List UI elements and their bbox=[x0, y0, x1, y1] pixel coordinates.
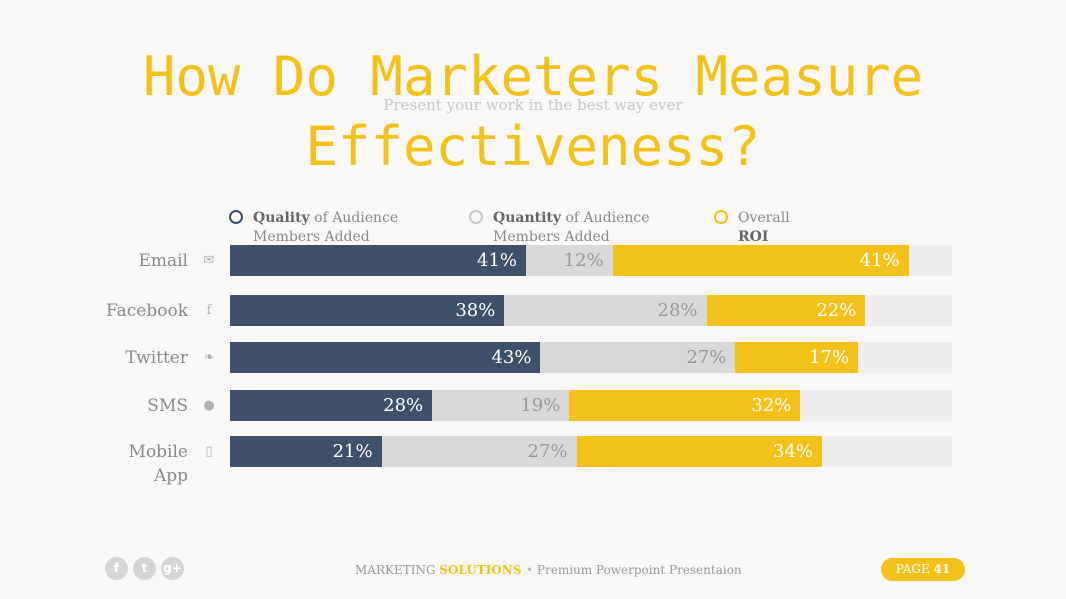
category-label: Twitter bbox=[125, 348, 188, 368]
facebook-icon: f bbox=[206, 303, 212, 318]
legend-ring-icon bbox=[714, 210, 728, 224]
bar-segment bbox=[432, 390, 570, 421]
legend-item-quantity: Quantity of Audience Members Added bbox=[469, 209, 650, 247]
bar-segment bbox=[230, 342, 541, 373]
category-label: SMS bbox=[147, 396, 188, 416]
bar-segment bbox=[735, 342, 859, 373]
legend-item-roi: Overall ROI bbox=[714, 209, 790, 247]
bullet-dot-icon: • bbox=[526, 563, 534, 577]
bar-segment bbox=[230, 436, 382, 467]
data-label: 28% bbox=[383, 395, 424, 416]
legend-label-bold: Quality bbox=[253, 210, 310, 226]
legend-label: of Audience bbox=[561, 210, 650, 226]
data-label: 17% bbox=[809, 347, 850, 368]
page-number: 41 bbox=[933, 562, 951, 576]
bar-segment bbox=[540, 342, 736, 373]
data-label: 19% bbox=[520, 395, 561, 416]
data-label: 12% bbox=[563, 250, 604, 271]
legend-ring-icon bbox=[469, 210, 483, 224]
envelope-icon: ✉ bbox=[203, 253, 215, 268]
bar-segment bbox=[230, 245, 527, 276]
data-label: 22% bbox=[816, 300, 857, 321]
legend-label: Overall bbox=[738, 210, 790, 226]
bar-segment bbox=[576, 436, 823, 467]
category-label: Email bbox=[138, 251, 188, 271]
twitter-icon: ❧ bbox=[203, 350, 215, 365]
legend-label-bold: Quantity bbox=[493, 210, 562, 226]
bar-track: 38% 28% 22% bbox=[230, 295, 952, 326]
bar-track: 21% 27% 34% bbox=[230, 436, 952, 467]
legend-label-line2: ROI bbox=[738, 229, 769, 245]
bar-track: 28% 19% 32% bbox=[230, 390, 952, 421]
chat-bubble-icon: ● bbox=[203, 398, 215, 413]
mobile-phone-icon: ▯ bbox=[205, 444, 213, 459]
category-label: Mobile App bbox=[128, 442, 188, 486]
footer-brand-bold: SOLUTIONS bbox=[439, 563, 522, 577]
facebook-icon[interactable]: f bbox=[105, 557, 128, 580]
bar-segment bbox=[504, 295, 707, 326]
legend-ring-icon bbox=[229, 210, 243, 224]
legend-label: of Audience bbox=[309, 210, 399, 226]
legend-item-quality: Quality of Audience Members Added bbox=[229, 209, 399, 247]
bar-segment bbox=[381, 436, 577, 467]
data-label: 41% bbox=[859, 250, 900, 271]
bar-segment bbox=[569, 390, 801, 421]
bar-segment bbox=[612, 245, 909, 276]
data-label: 27% bbox=[686, 347, 727, 368]
bar-track: 43% 27% 17% bbox=[230, 342, 952, 373]
bar-segment bbox=[230, 295, 505, 326]
data-label: 28% bbox=[657, 300, 698, 321]
bar-track: 41% 12% 41% bbox=[230, 245, 952, 276]
page-number-badge: PAGE 41 bbox=[881, 558, 965, 581]
data-label: 27% bbox=[527, 441, 568, 462]
twitter-icon[interactable]: t bbox=[133, 557, 156, 580]
footer-brand-regular: MARKETING bbox=[355, 563, 440, 577]
google-plus-icon[interactable]: g+ bbox=[161, 557, 184, 580]
bar-segment bbox=[526, 245, 613, 276]
data-label: 43% bbox=[491, 347, 532, 368]
legend-label-line2: Members Added bbox=[253, 229, 370, 245]
data-label: 41% bbox=[477, 250, 518, 271]
bar-segment bbox=[230, 390, 433, 421]
bar-segment bbox=[706, 295, 866, 326]
data-label: 34% bbox=[773, 441, 814, 462]
page-title: How Do Marketers Measure Effectiveness? bbox=[142, 45, 924, 178]
data-label: 38% bbox=[455, 300, 496, 321]
legend-label-line2: Members Added bbox=[493, 229, 610, 245]
data-label: 21% bbox=[332, 441, 373, 462]
footer-tagline-text: Premium Powerpoint Presentaion bbox=[536, 563, 742, 577]
page-label: PAGE bbox=[895, 562, 930, 576]
category-label: Facebook bbox=[105, 301, 188, 321]
footer-brand: MARKETING SOLUTIONS bbox=[355, 563, 521, 577]
data-label: 32% bbox=[751, 395, 792, 416]
footer-tagline: • Premium Powerpoint Presentaion bbox=[526, 563, 742, 577]
page-subtitle: Present your work in the best way ever bbox=[383, 96, 683, 114]
